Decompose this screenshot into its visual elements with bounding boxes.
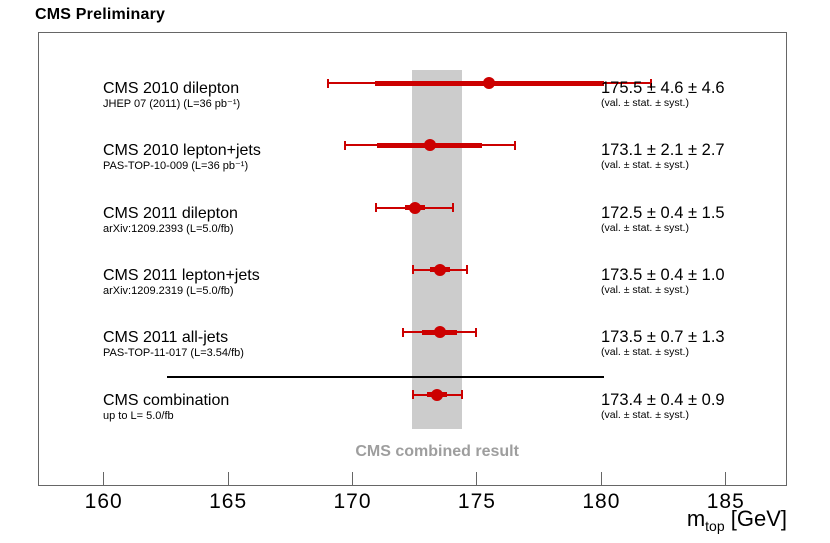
measurement-reference: JHEP 07 (2011) (L=36 pb⁻¹) [103, 98, 241, 110]
x-axis-title-sub: top [705, 518, 725, 534]
measurement-value-block: 173.5 ± 0.7 ± 1.3 (val. ± stat. ± syst.) [601, 329, 725, 359]
combined-result-band [412, 70, 463, 429]
combined-result-band-label: CMS combined result [355, 443, 519, 460]
measurement-label-block: CMS 2011 lepton+jets arXiv:1209.2319 (L=5… [103, 267, 260, 298]
plot-frame: CMS combined result 160 165 170 175 180 185 [38, 32, 787, 513]
x-axis-title: mtop [GeV] [687, 506, 787, 534]
measurement-label: CMS 2011 all-jets [103, 329, 229, 347]
measurement-value-note: (val. ± stat. ± syst.) [601, 159, 689, 172]
measurement-reference: arXiv:1209.2319 (L=5.0/fb) [103, 284, 234, 297]
x-axis-tick-label: 185 [706, 490, 745, 513]
measurement-value-block: 172.5 ± 0.4 ± 1.5 (val. ± stat. ± syst.) [601, 203, 725, 235]
error-bar-cap-right [460, 390, 463, 399]
measurement-value: 173.1 ± 2.1 ± 2.7 [601, 141, 725, 160]
measurement-reference: PAS-TOP-10-009 (L=36 pb⁻¹) [103, 160, 249, 173]
x-axis-tick-label: 170 [333, 490, 372, 513]
error-bar-cap-right [475, 327, 478, 337]
measurement-label-block: CMS 2011 all-jets PAS-TOP-11-017 (L=3.54/… [103, 329, 244, 360]
measurement-value: 173.4 ± 0.4 ± 0.9 [601, 390, 725, 409]
measurement-label-block: CMS 2010 lepton+jets PAS-TOP-10-009 (L=36… [103, 142, 261, 173]
error-bar-cap-left [401, 327, 404, 337]
measurement-value: 173.5 ± 0.7 ± 1.3 [601, 328, 725, 347]
measurement-value: 175.5 ± 4.6 ± 4.6 [601, 79, 725, 97]
measurement-value-block: 173.5 ± 0.4 ± 1.0 (val. ± stat. ± syst.) [601, 265, 725, 297]
measurement-label: CMS 2011 dilepton [103, 204, 238, 222]
error-bar-cap-right [452, 203, 455, 213]
error-bar-cap-left [375, 203, 378, 213]
data-marker [433, 326, 446, 339]
x-axis-title-unit: [GeV] [724, 506, 787, 531]
data-marker [431, 388, 444, 401]
measurement-label: CMS combination [103, 391, 230, 409]
x-axis-tick-label: 165 [209, 490, 248, 513]
measurement-label-block: CMS combination up to L= 5.0/fb [103, 392, 229, 423]
measurement-label-block: CMS 2010 dilepton JHEP 07 (2011) (L=36 pb… [103, 80, 240, 111]
measurement-value-note: (val. ± stat. ± syst.) [601, 408, 689, 421]
measurement-value-note: (val. ± stat. ± syst.) [601, 221, 689, 234]
x-axis-tick [476, 472, 478, 485]
error-bar-cap-right [465, 265, 468, 275]
x-axis-tick-label: 160 [84, 490, 123, 513]
measurement-reference: up to L= 5.0/fb [103, 409, 174, 422]
measurement-reference: arXiv:1209.2393 (L=5.0/fb) [103, 222, 234, 235]
measurement-reference: PAS-TOP-11-017 (L=3.54/fb) [103, 347, 244, 360]
measurement-value-note: (val. ± stat. ± syst.) [601, 97, 689, 109]
separator-line [167, 376, 604, 378]
data-marker [433, 263, 446, 276]
x-axis-tick [600, 472, 602, 485]
x-axis-tick [227, 472, 229, 485]
measurement-value-block: 175.5 ± 4.6 ± 4.6 (val. ± stat. ± syst.) [601, 80, 725, 110]
error-bar-cap-left [326, 78, 329, 88]
data-marker [408, 201, 421, 214]
error-bar-cap-right [650, 78, 653, 88]
measurement-value-note: (val. ± stat. ± syst.) [601, 346, 689, 359]
measurement-value-block: 173.1 ± 2.1 ± 2.7 (val. ± stat. ± syst.) [601, 142, 725, 172]
measurement-value: 172.5 ± 0.4 ± 1.5 [601, 203, 725, 222]
measurement-value-note: (val. ± stat. ± syst.) [601, 283, 689, 296]
x-axis-tick-label: 175 [457, 490, 496, 513]
error-bar-cap-right [513, 140, 516, 150]
measurement-label: CMS 2011 lepton+jets [103, 266, 260, 284]
measurement-label: CMS 2010 dilepton [103, 80, 240, 97]
x-axis-tick-label: 180 [582, 490, 621, 513]
error-bar-cap-left [343, 140, 346, 150]
x-axis-title-main: m [686, 506, 706, 531]
error-bar-cap-left [411, 390, 414, 399]
data-marker [483, 77, 496, 89]
x-axis-tick [352, 472, 354, 485]
x-axis-tick [103, 472, 105, 485]
measurement-value: 173.5 ± 0.4 ± 1.0 [601, 265, 725, 284]
measurement-label-block: CMS 2011 dilepton arXiv:1209.2393 (L=5.0/… [103, 205, 238, 236]
data-marker [423, 139, 436, 152]
measurement-label: CMS 2010 lepton+jets [103, 142, 261, 160]
x-axis-tick [725, 472, 727, 485]
error-bar-cap-left [411, 265, 414, 275]
page-title: CMS Preliminary [35, 6, 166, 23]
measurement-value-block: 173.4 ± 0.4 ± 0.9 (val. ± stat. ± syst.) [601, 390, 725, 422]
